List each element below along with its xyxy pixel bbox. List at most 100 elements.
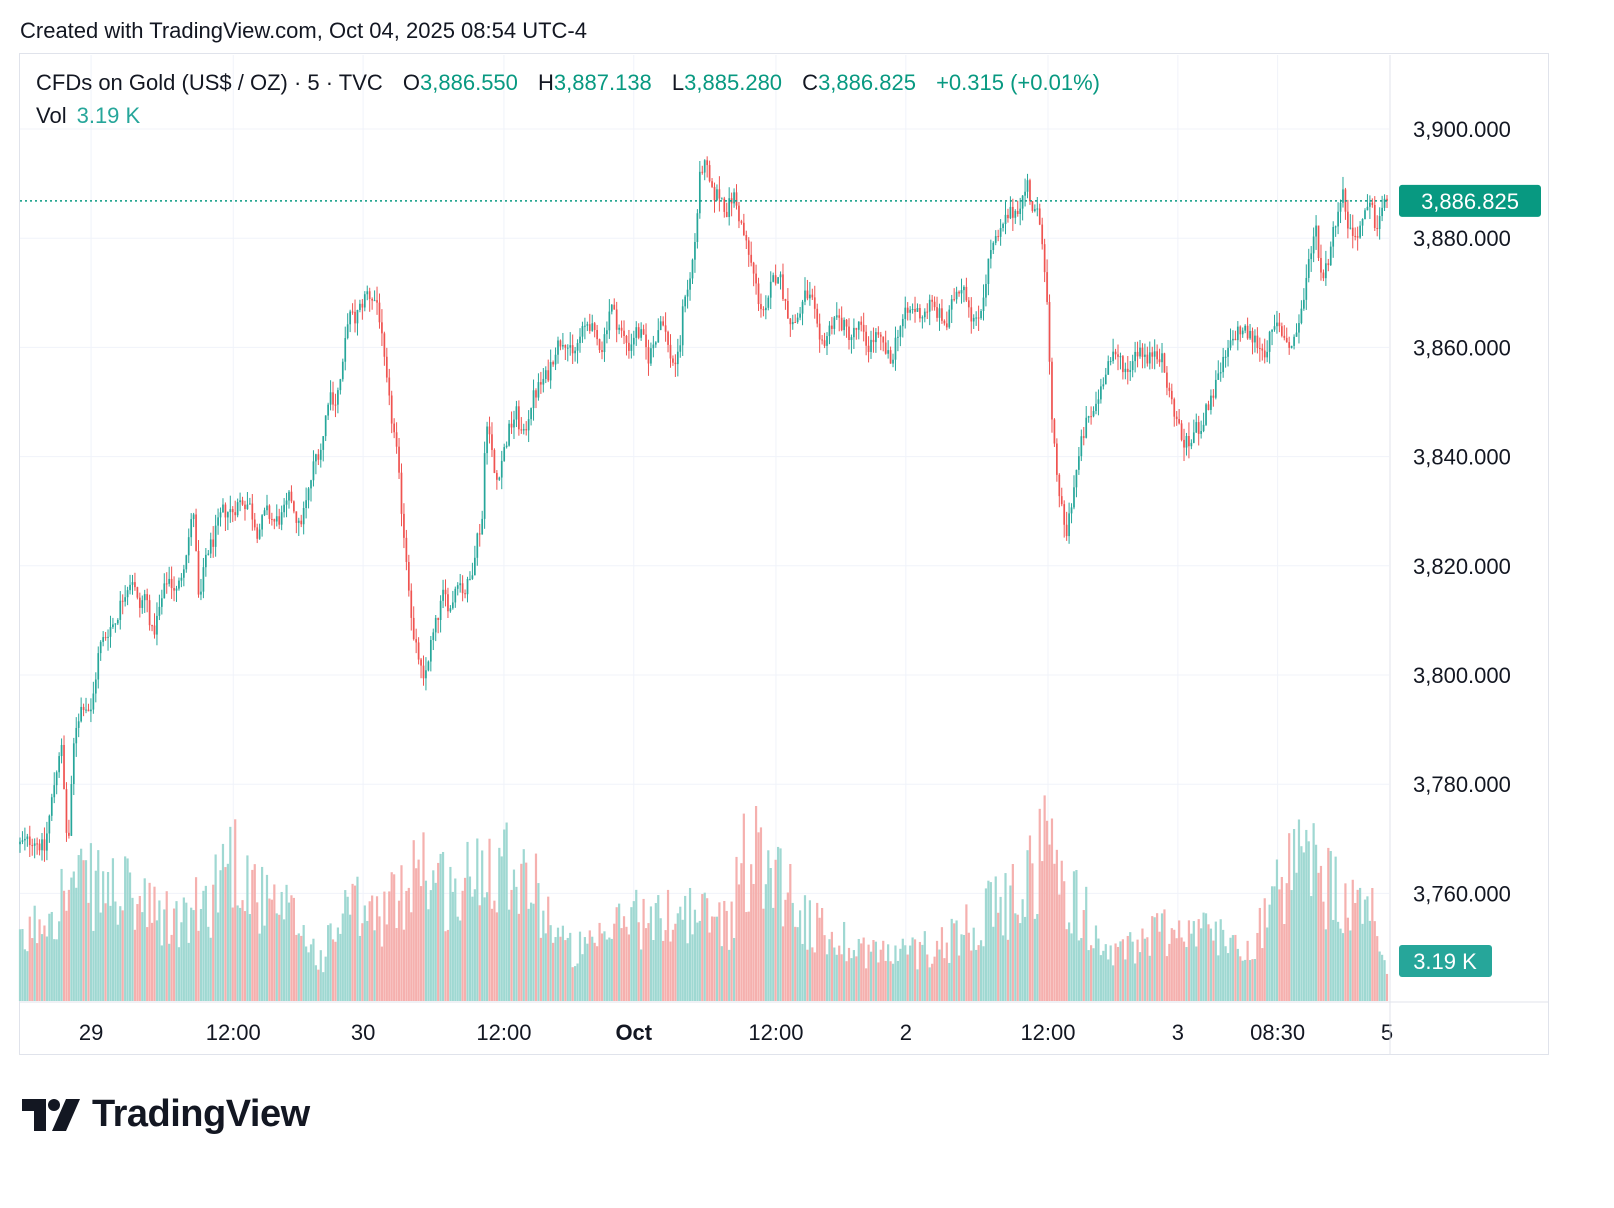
- candle-body: [332, 392, 334, 405]
- candle-body: [1175, 416, 1178, 420]
- volume-bar: [40, 934, 44, 1001]
- candle-body: [989, 250, 992, 259]
- candle-body: [119, 600, 122, 620]
- volume-bar: [534, 853, 538, 1001]
- volume-bar: [31, 938, 34, 1001]
- candle-body: [341, 361, 344, 380]
- volume-bar: [776, 846, 780, 1001]
- volume-bar: [1151, 916, 1154, 1001]
- candle-body: [271, 518, 273, 520]
- candle-body: [422, 665, 425, 679]
- volume-bar: [28, 916, 31, 1001]
- volume-bar: [581, 954, 584, 1001]
- volume-bar: [187, 942, 190, 1001]
- volume-bar: [774, 859, 777, 1001]
- volume-bar: [593, 942, 596, 1001]
- volume-bar: [762, 908, 765, 1001]
- volume-bar: [1129, 932, 1132, 1001]
- volume-bar: [992, 926, 995, 1001]
- candle-body: [1258, 348, 1261, 350]
- tradingview-logo[interactable]: TradingView: [22, 1093, 310, 1136]
- candle-body: [642, 329, 645, 335]
- volume-bar: [769, 868, 772, 1001]
- candle-body: [102, 637, 105, 642]
- volume-bar: [473, 889, 476, 1001]
- volume-bar: [505, 822, 508, 1001]
- candle-body: [1156, 351, 1158, 360]
- x-tick-label: 12:00: [206, 1020, 261, 1045]
- volume-bar: [128, 872, 132, 1001]
- volume-bar: [141, 912, 144, 1001]
- candle-body: [772, 275, 775, 282]
- volume-bar: [569, 932, 572, 1001]
- close-label: C: [802, 70, 819, 95]
- volume-bar: [1280, 876, 1283, 1001]
- volume-bar: [1251, 959, 1254, 1001]
- candle-body: [234, 512, 237, 516]
- candle-body: [1038, 208, 1041, 225]
- volume-bar: [759, 827, 763, 1001]
- candle-body: [38, 843, 41, 851]
- candle-body: [598, 339, 601, 351]
- volume-bar: [80, 848, 83, 1001]
- volume-bar: [1266, 927, 1269, 1001]
- volume-bar: [979, 940, 983, 1001]
- candle-body: [427, 661, 430, 671]
- volume-bars: [18, 795, 1389, 1001]
- volume-bar: [931, 963, 934, 1001]
- volume-bar: [1217, 955, 1220, 1001]
- candle-body: [288, 491, 290, 501]
- volume-bar: [177, 947, 181, 1001]
- candle-body: [65, 789, 68, 833]
- candle-body: [1007, 214, 1009, 219]
- volume-bar: [1104, 944, 1107, 1001]
- volume-bar: [808, 900, 811, 1001]
- volume-bar: [1202, 912, 1205, 1001]
- candle-body: [1131, 361, 1134, 371]
- candle-body: [503, 447, 506, 461]
- volume-bar: [1307, 841, 1310, 1001]
- candle-body: [80, 706, 82, 722]
- volume-bar: [975, 949, 978, 1001]
- candle-body: [850, 337, 853, 341]
- candle-body: [1173, 399, 1176, 417]
- x-tick-label: 5: [1381, 1020, 1393, 1045]
- candle-body: [757, 283, 760, 305]
- candle-body: [1192, 432, 1195, 443]
- candle-body: [1139, 347, 1141, 357]
- volume-bar: [1256, 932, 1259, 1001]
- volume-bar: [600, 933, 604, 1001]
- candle-body: [1386, 198, 1388, 201]
- volume-bar: [957, 955, 961, 1001]
- volume-bar: [1168, 943, 1171, 1001]
- candle-body: [1307, 259, 1310, 278]
- candle-body: [1254, 335, 1256, 343]
- candle-body: [652, 344, 655, 349]
- x-tick-label: 08:30: [1250, 1020, 1305, 1045]
- volume-bar: [825, 954, 829, 1001]
- candle-body: [1034, 209, 1036, 211]
- y-tick-label: 3,840.000: [1413, 445, 1511, 470]
- candle-body: [975, 317, 978, 319]
- candle-body: [784, 299, 787, 301]
- volume-bar: [605, 939, 609, 1001]
- candle-body: [498, 477, 501, 480]
- symbol-name: CFDs on Gold (US$ / OZ) · 5 · TVC: [36, 70, 383, 95]
- volume-bar: [1090, 945, 1093, 1001]
- volume-bar: [1143, 938, 1147, 1001]
- volume-bar: [1153, 917, 1156, 1001]
- candle-body: [1349, 227, 1352, 229]
- candle-body: [1016, 210, 1019, 214]
- candle-body: [535, 390, 537, 398]
- candle-body: [1063, 504, 1066, 525]
- volume-bar: [466, 841, 469, 1001]
- volume-bar: [1014, 913, 1017, 1001]
- candle-body: [317, 454, 320, 460]
- candle-body: [857, 321, 860, 330]
- volume-bar: [53, 939, 56, 1001]
- volume-bar: [143, 878, 146, 1001]
- candle-body: [767, 297, 770, 308]
- volume-bar: [300, 935, 303, 1001]
- volume-bar: [194, 877, 198, 1001]
